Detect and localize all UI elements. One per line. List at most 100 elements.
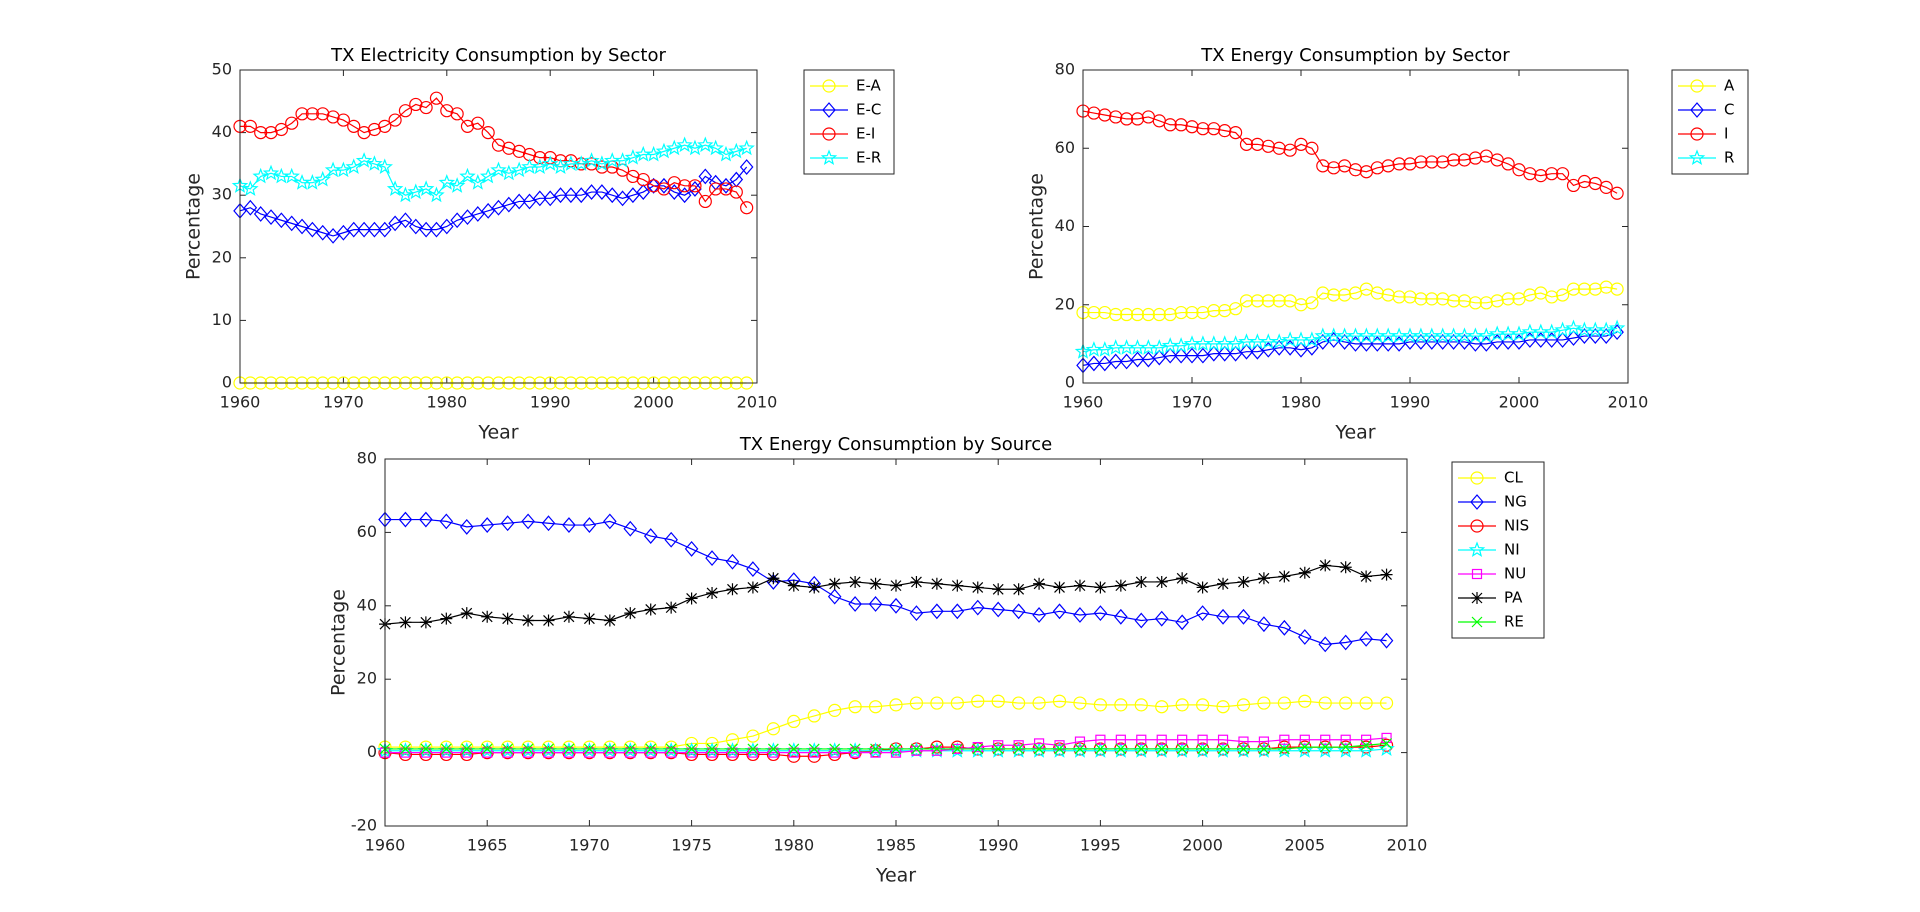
marker — [469, 174, 487, 190]
marker — [1446, 294, 1461, 308]
marker — [1130, 351, 1145, 368]
marker — [767, 572, 780, 585]
x-tick-label: 1980 — [426, 393, 467, 412]
legend-label: PA — [1504, 589, 1523, 607]
chart-title: TX Electricity Consumption by Sector — [330, 45, 666, 66]
marker — [992, 743, 1004, 755]
marker — [283, 167, 300, 184]
marker — [677, 187, 692, 204]
marker — [388, 113, 402, 127]
legend-label: C — [1724, 101, 1734, 119]
x-tick-label: 1970 — [569, 836, 610, 855]
x-axis-label: Year — [875, 865, 916, 887]
marker — [481, 202, 495, 219]
marker — [655, 142, 673, 159]
marker — [1052, 603, 1067, 620]
marker — [439, 513, 454, 530]
marker — [1141, 307, 1156, 322]
marker — [1033, 738, 1045, 749]
marker — [1688, 149, 1706, 166]
marker — [481, 610, 494, 623]
marker — [502, 743, 514, 755]
marker — [1468, 296, 1483, 310]
marker — [1298, 629, 1312, 645]
marker — [911, 745, 922, 756]
marker — [1175, 614, 1189, 631]
marker — [460, 119, 475, 133]
marker — [684, 540, 699, 557]
marker — [1610, 324, 1624, 341]
x-axis-label: Year — [1334, 422, 1375, 444]
marker — [931, 745, 942, 756]
marker — [1436, 292, 1450, 306]
marker — [1156, 734, 1167, 745]
marker — [1316, 742, 1334, 758]
marker — [1318, 636, 1333, 653]
marker — [911, 743, 922, 755]
marker — [787, 714, 801, 729]
marker — [512, 144, 526, 158]
marker — [397, 186, 414, 203]
marker — [1610, 282, 1624, 296]
marker — [1318, 696, 1332, 710]
marker — [1425, 292, 1439, 306]
marker — [1098, 108, 1112, 122]
y-tick-label: -20 — [351, 816, 377, 835]
marker — [725, 733, 740, 747]
marker — [636, 172, 650, 187]
x-tick-label: 2000 — [1182, 836, 1223, 855]
marker — [459, 167, 476, 184]
marker — [1272, 294, 1286, 308]
marker — [1185, 347, 1199, 364]
marker — [1185, 120, 1199, 134]
marker — [572, 155, 590, 171]
marker — [1326, 332, 1341, 348]
marker — [479, 167, 497, 184]
marker — [869, 577, 882, 590]
marker — [1185, 305, 1199, 320]
legend-label: E-I — [856, 125, 875, 143]
marker — [829, 743, 841, 755]
plot-area — [1083, 70, 1628, 383]
marker — [501, 612, 514, 625]
marker — [1294, 298, 1308, 312]
y-tick-label: 50 — [212, 60, 232, 79]
marker — [1446, 153, 1461, 167]
marker — [420, 743, 432, 755]
marker — [595, 184, 609, 200]
marker — [889, 597, 903, 614]
marker — [1279, 734, 1290, 745]
marker — [1316, 286, 1330, 300]
marker — [822, 102, 836, 118]
marker — [429, 91, 444, 105]
marker — [1348, 163, 1363, 177]
marker — [1414, 292, 1428, 306]
marker — [366, 155, 383, 171]
marker — [1471, 616, 1483, 628]
marker — [1093, 698, 1108, 712]
marker — [1370, 161, 1384, 175]
marker — [541, 155, 559, 171]
marker — [541, 515, 556, 532]
marker — [849, 743, 861, 755]
marker — [399, 616, 412, 629]
marker — [460, 607, 473, 620]
marker — [1305, 296, 1319, 310]
marker — [614, 152, 631, 168]
marker — [787, 579, 800, 592]
marker — [1094, 743, 1106, 755]
marker — [583, 612, 596, 625]
marker — [1195, 698, 1210, 712]
marker — [1098, 305, 1112, 320]
marker — [1141, 351, 1156, 368]
legend-label: CL — [1504, 469, 1523, 487]
marker — [645, 145, 662, 162]
y-tick-label: 40 — [1055, 216, 1075, 235]
chart-title: TX Energy Consumption by Sector — [1200, 45, 1510, 66]
marker — [326, 227, 340, 244]
marker — [243, 119, 257, 133]
x-tick-label: 2010 — [1608, 393, 1649, 412]
marker — [582, 517, 597, 533]
marker — [1523, 288, 1537, 302]
marker — [1319, 559, 1332, 572]
